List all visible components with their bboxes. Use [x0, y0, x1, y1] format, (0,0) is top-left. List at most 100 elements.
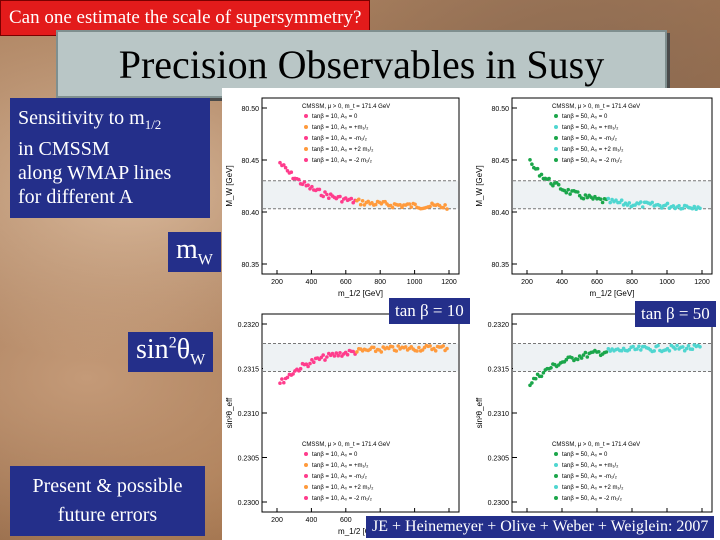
y-axis-label: sin²θ_eff: [225, 397, 234, 428]
curve-point: [291, 372, 295, 376]
curve-point: [581, 353, 586, 357]
x-tick-label: 400: [306, 279, 318, 286]
curve-point: [308, 361, 312, 366]
legend-marker: [304, 463, 308, 467]
legend-item: tanβ = 10, A₀ = +m₁/₂: [312, 463, 369, 469]
y-tick-label: 0.2305: [238, 456, 260, 463]
plot-frame: [261, 97, 460, 275]
curve-point: [528, 158, 532, 162]
legend-item: tanβ = 50, A₀ = +m₁/₂: [562, 125, 619, 131]
x-axis-label: m_1/2 [GeV]: [590, 289, 635, 298]
error-band: [513, 180, 711, 209]
curve-point: [390, 345, 395, 349]
curve-point: [533, 376, 538, 381]
legend-marker: [554, 147, 558, 151]
curve-point: [366, 199, 370, 204]
y-tick-label: 0.2300: [488, 500, 510, 507]
curve-point: [403, 345, 408, 349]
legend-marker: [554, 114, 558, 118]
y-tick-label: 80.35: [491, 262, 509, 269]
curve-point: [604, 350, 609, 354]
legend-item: tanβ = 10, A₀ = -2 m₁/₂: [312, 496, 373, 502]
legend-marker: [304, 452, 308, 456]
x-tick-label: 1200: [694, 279, 710, 286]
curve-point: [278, 381, 282, 385]
x-tick-label: 200: [521, 279, 533, 286]
x-tick-label: 200: [271, 279, 283, 286]
curve-point: [379, 350, 384, 354]
y-tick-label: 80.50: [491, 106, 509, 113]
curve-point: [576, 357, 580, 362]
curve-point: [583, 193, 588, 197]
panel-mw-tanb50: 80.50 80.45 80.40 80.35 200 400 600 800 1000 1200…: [472, 88, 720, 302]
curve-point: [530, 381, 534, 385]
curve-point: [323, 190, 327, 194]
legend-marker: [304, 485, 308, 489]
y-tick-label: 0.2315: [238, 367, 260, 374]
curve-point: [637, 344, 641, 349]
curve-point: [690, 347, 695, 351]
curve-point: [282, 163, 286, 167]
curve-point: [415, 349, 419, 353]
curve-point: [413, 202, 417, 207]
curve-point: [681, 345, 685, 349]
curve-point: [564, 357, 569, 362]
curve-point: [568, 192, 572, 196]
curve-point: [627, 201, 632, 205]
curve-point: [652, 349, 656, 353]
curve-point: [692, 204, 697, 209]
curve-point: [289, 170, 294, 174]
info-line-3: along WMAP lines: [18, 162, 172, 184]
curve-point: [433, 349, 438, 353]
info-line-4: for different A: [18, 186, 134, 208]
curve-point: [351, 349, 355, 354]
sin2-label-sup: 2: [168, 334, 177, 352]
legend-marker: [304, 114, 308, 118]
sensitivity-info-box: Sensitivity to m1/2 in CMSSM along WMAP …: [10, 98, 210, 218]
x-tick-label: 1000: [659, 279, 675, 286]
curve-point: [608, 200, 612, 205]
curve-point: [698, 345, 702, 349]
x-axis-label: m_1/2 [GeV]: [338, 527, 383, 536]
question-text: Can one estimate the scale of supersymme…: [9, 7, 362, 28]
curve-point: [656, 343, 660, 348]
legend-marker: [554, 452, 558, 456]
page-title: Precision Observables in Susy: [118, 41, 605, 87]
legend-marker: [554, 463, 558, 467]
sin2-label-sub: W: [190, 351, 206, 369]
curve-point: [606, 196, 611, 201]
panel-mw-tanb10: 80.50 80.45 80.40 80.35 200 400 600 800 1000 1200…: [222, 88, 467, 302]
curve-point: [441, 344, 445, 348]
curve-point: [310, 184, 314, 189]
x-tick-label: 600: [591, 279, 603, 286]
curve-point: [631, 344, 635, 349]
y-tick-label: 80.35: [241, 262, 259, 269]
legend-item: tanβ = 10, A₀ = 0: [312, 114, 358, 120]
legend-marker: [554, 474, 558, 478]
y-tick-label: 0.2320: [488, 322, 510, 329]
y-tick-label: 80.50: [241, 106, 259, 113]
legend-item: tanβ = 10, A₀ = +m₁/₂: [312, 125, 369, 131]
plot-frame: [511, 97, 713, 275]
curve-point: [340, 200, 344, 204]
curve-point: [570, 356, 574, 360]
x-axis-label: m_1/2 [GeV]: [338, 289, 383, 298]
y-tick-label: 0.2300: [238, 500, 260, 507]
curve-point: [306, 183, 310, 187]
curve-point: [428, 204, 432, 209]
curve-point: [535, 166, 540, 171]
curve-point: [321, 194, 325, 199]
mw-label-sub: W: [197, 251, 213, 269]
curve-point: [675, 343, 679, 348]
tanb10-label: tan β = 10: [389, 298, 470, 324]
errors-line-2: future errors: [57, 504, 158, 526]
legend-item: tanβ = 10, A₀ = +2 m₁/₂: [312, 147, 374, 153]
curve-point: [445, 346, 449, 351]
x-tick-label: 200: [271, 517, 283, 524]
y-axis-label: M_W [GeV]: [225, 165, 234, 206]
curve-point: [396, 344, 400, 348]
y-tick-label: 80.40: [241, 210, 259, 217]
info-line-1-text: Sensitivity to m: [18, 107, 145, 129]
plots-area: 80.50 80.45 80.40 80.35 200 400 600 800 1000 1200…: [222, 88, 720, 540]
curve-point: [576, 190, 580, 194]
